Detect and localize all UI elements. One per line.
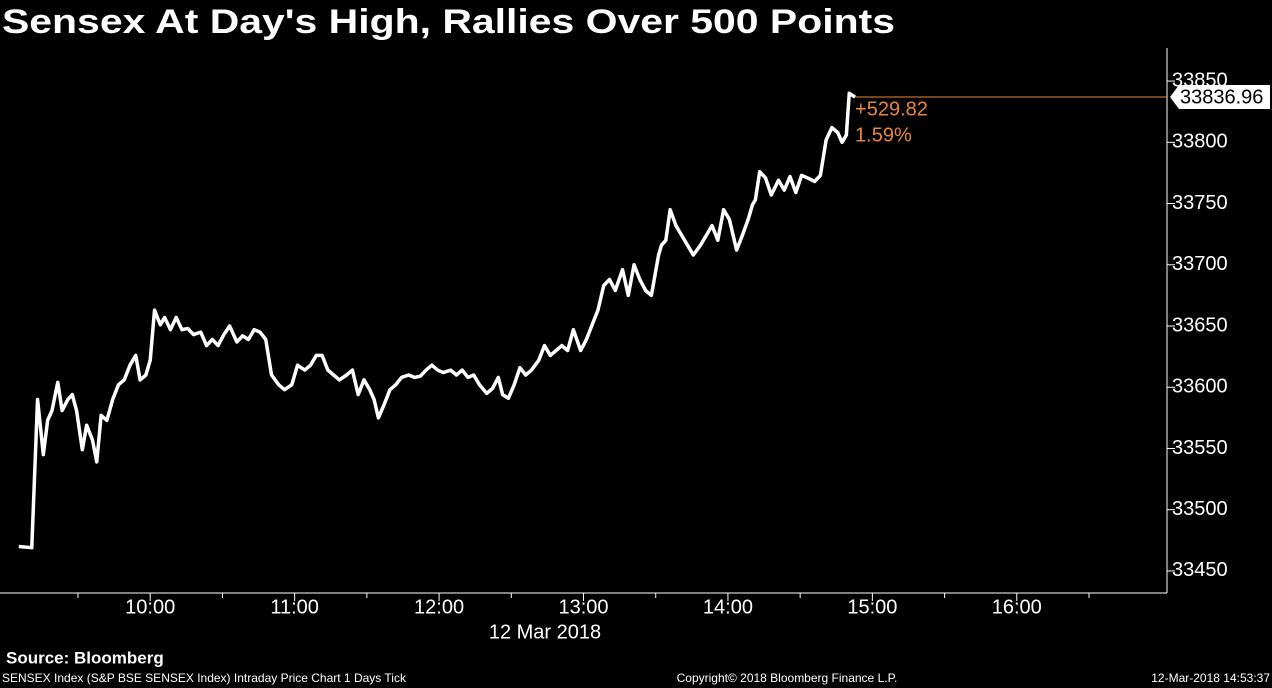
last-price-box xyxy=(1170,85,1270,110)
x-axis-label: 12 Mar 2018 xyxy=(489,621,601,643)
chart-title: Sensex At Day's High, Rallies Over 500 P… xyxy=(2,3,895,41)
footer-right: 12-Mar-2018 14:53:37 xyxy=(1151,671,1270,685)
source: Source: Bloomberg xyxy=(6,648,164,667)
footer-center: Copyright© 2018 Bloomberg Finance L.P. xyxy=(677,671,898,685)
x-tick-label: 16:00 xyxy=(992,596,1042,618)
x-tick-label: 12:00 xyxy=(414,596,464,618)
last-price-label: 33836.96 xyxy=(1180,86,1263,108)
y-tick-label: 33750 xyxy=(1172,192,1228,214)
change-pct-label: 1.59% xyxy=(855,124,912,146)
footer-left: SENSEX Index (S&P BSE SENSEX Index) Intr… xyxy=(2,671,407,685)
x-tick-label: 10:00 xyxy=(125,596,175,618)
y-tick-label: 33450 xyxy=(1172,559,1228,581)
y-tick-label: 33800 xyxy=(1172,131,1228,153)
y-tick-label: 33550 xyxy=(1172,437,1228,459)
price-line xyxy=(18,91,856,550)
x-tick-label: 11:00 xyxy=(270,596,319,618)
x-tick-label: 15:00 xyxy=(847,596,897,618)
y-tick-label: 33650 xyxy=(1172,314,1228,336)
x-tick-label: 13:00 xyxy=(558,596,608,618)
y-tick-label: 33600 xyxy=(1172,376,1228,398)
y-tick-label: 33500 xyxy=(1172,498,1228,520)
y-tick-label: 33700 xyxy=(1172,253,1228,275)
x-tick-label: 14:00 xyxy=(703,596,753,618)
change-label: +529.82 xyxy=(855,98,928,120)
